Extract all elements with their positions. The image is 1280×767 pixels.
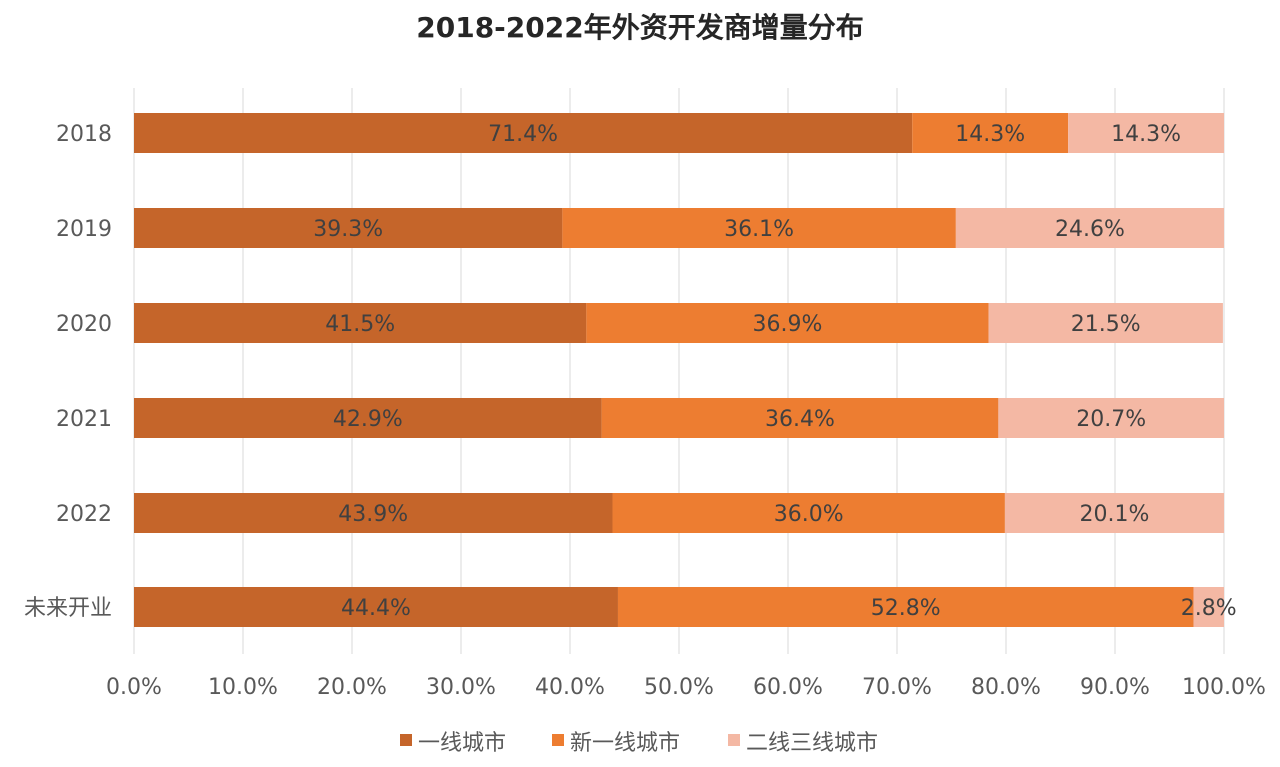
- data-label: 36.9%: [753, 312, 823, 337]
- x-tick-label: 50.0%: [644, 675, 714, 700]
- bar-segment: [134, 303, 587, 343]
- data-label: 14.3%: [1111, 122, 1181, 147]
- bar-segment: [617, 587, 1194, 627]
- legend: 一线城市 新一线城市 二线三线城市: [400, 731, 878, 756]
- x-axis-tick-labels: 0.0% 10.0% 20.0% 30.0% 40.0% 50.0% 60.0% 70.0% 8…: [106, 675, 1266, 700]
- bar-segment: [562, 208, 956, 248]
- data-label: 41.5%: [325, 312, 395, 337]
- data-label: 44.4%: [341, 596, 411, 621]
- bars: 71.4% 14.3% 14.3% 39.3% 36.1% 24.6% 41.5% 36.9%…: [134, 113, 1237, 627]
- bar-segment: [1068, 113, 1224, 153]
- bar-segment: [134, 208, 563, 248]
- category-labels: 2018 2019 2020 2021 2022 未来开业: [24, 122, 112, 621]
- bar-segment: [1193, 587, 1224, 627]
- x-tick-label: 80.0%: [971, 675, 1041, 700]
- data-label: 36.4%: [765, 407, 835, 432]
- x-tick-label: 0.0%: [106, 675, 162, 700]
- x-tick-label: 10.0%: [208, 675, 278, 700]
- category-label: 未来开业: [24, 596, 112, 621]
- legend-label: 二线三线城市: [746, 731, 878, 756]
- bar-segment: [998, 398, 1224, 438]
- data-label: 24.6%: [1055, 217, 1125, 242]
- legend-swatch: [728, 734, 740, 746]
- bar-segment: [612, 493, 1005, 533]
- category-label: 2020: [56, 312, 112, 337]
- legend-label: 一线城市: [418, 731, 506, 756]
- bar-segment: [988, 303, 1223, 343]
- data-label: 20.7%: [1076, 407, 1146, 432]
- x-tick-label: 60.0%: [753, 675, 823, 700]
- bar-segment: [134, 113, 913, 153]
- data-label: 21.5%: [1071, 312, 1141, 337]
- bar-segment: [586, 303, 989, 343]
- data-label: 2.8%: [1181, 596, 1237, 621]
- bar-segment: [955, 208, 1224, 248]
- bar-segment: [134, 587, 618, 627]
- bar-segment: [1004, 493, 1224, 533]
- data-label: 36.1%: [724, 217, 794, 242]
- data-label: 36.0%: [774, 502, 844, 527]
- bar-segment: [601, 398, 999, 438]
- data-label: 42.9%: [333, 407, 403, 432]
- chart-title: 2018-2022年外资开发商增量分布: [416, 11, 863, 44]
- data-label: 20.1%: [1080, 502, 1150, 527]
- data-label: 71.4%: [488, 122, 558, 147]
- x-tick-label: 20.0%: [317, 675, 387, 700]
- bar-segment: [134, 493, 613, 533]
- x-tick-label: 40.0%: [535, 675, 605, 700]
- x-tick-label: 90.0%: [1080, 675, 1150, 700]
- category-label: 2019: [56, 217, 112, 242]
- gridlines: [133, 88, 1225, 654]
- legend-swatch: [400, 734, 412, 746]
- category-label: 2018: [56, 122, 112, 147]
- data-label: 43.9%: [338, 502, 408, 527]
- bar-segment: [912, 113, 1069, 153]
- legend-swatch: [552, 734, 564, 746]
- x-tick-label: 30.0%: [426, 675, 496, 700]
- x-tick-label: 70.0%: [862, 675, 932, 700]
- data-label: 52.8%: [871, 596, 941, 621]
- data-label: 39.3%: [313, 217, 383, 242]
- x-tick-label: 100.0%: [1182, 675, 1266, 700]
- bar-segment: [134, 398, 602, 438]
- category-label: 2022: [56, 502, 112, 527]
- legend-label: 新一线城市: [570, 731, 680, 756]
- data-label: 14.3%: [955, 122, 1025, 147]
- category-label: 2021: [56, 407, 112, 432]
